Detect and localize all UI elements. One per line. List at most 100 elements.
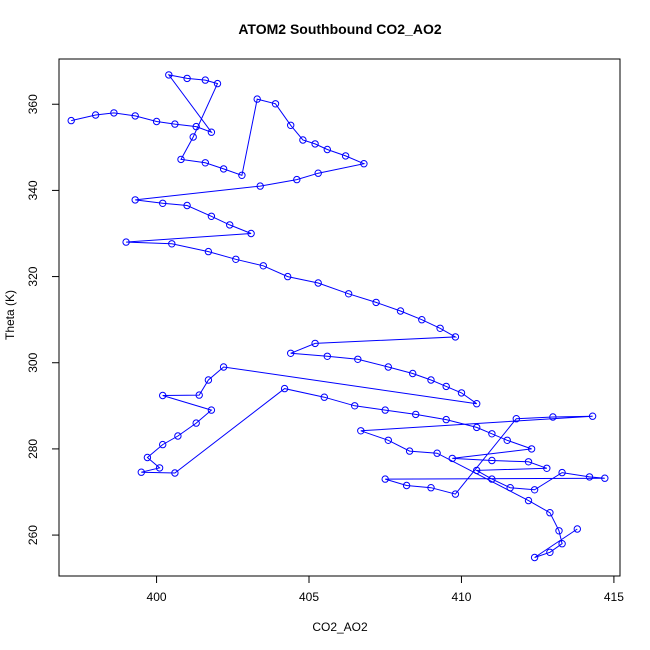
data-point: [177, 155, 185, 164]
data-point: [67, 116, 75, 125]
data-point: [341, 152, 350, 160]
chart-title: ATOM2 Southbound CO2_AO2: [238, 21, 441, 37]
data-point: [530, 553, 539, 562]
data-point: [558, 468, 566, 477]
data-point: [527, 445, 536, 453]
data-point: [204, 247, 213, 256]
data-point: [323, 145, 331, 154]
data-point: [412, 410, 420, 419]
data-point: [530, 486, 539, 494]
data-point: [524, 458, 533, 466]
data-point: [488, 456, 496, 465]
data-point: [311, 140, 319, 148]
data-point: [448, 454, 456, 463]
data-point: [287, 121, 295, 130]
y-tick-label: 300: [26, 352, 40, 372]
data-point: [232, 255, 240, 263]
data-point: [183, 201, 191, 210]
data-point: [433, 449, 441, 457]
data-point: [256, 182, 264, 190]
data-point: [451, 333, 460, 341]
data-point: [351, 402, 359, 410]
data-point: [558, 540, 566, 548]
data-point: [165, 71, 173, 79]
data-point: [585, 473, 594, 481]
x-axis-label: CO2_AO2: [312, 620, 368, 634]
data-point: [192, 122, 200, 131]
data-point: [293, 175, 301, 184]
data-point: [360, 160, 368, 168]
x-tick-label: 410: [451, 590, 471, 604]
data-point: [555, 527, 563, 535]
y-tick-label: 340: [26, 180, 40, 200]
data-point: [354, 355, 362, 363]
x-tick-label: 405: [299, 590, 319, 604]
data-point: [131, 112, 139, 120]
data-point: [503, 436, 511, 444]
data-point: [159, 199, 167, 208]
data-point: [201, 76, 210, 84]
y-axis: 260 280 300 320 340 360: [26, 94, 60, 545]
data-point: [442, 415, 450, 424]
data-point: [195, 391, 203, 399]
data-point: [323, 352, 331, 360]
data-point: [457, 389, 466, 397]
y-axis-label: Theta (K): [3, 290, 17, 340]
data-point: [189, 133, 197, 141]
data-point: [143, 453, 152, 462]
data-point: [155, 464, 164, 472]
data-point: [314, 169, 322, 177]
data-point: [311, 339, 319, 348]
data-point: [183, 74, 191, 83]
data-point: [299, 136, 307, 144]
data-point: [137, 468, 146, 476]
data-point: [131, 196, 139, 204]
data-point: [344, 290, 353, 298]
data-point: [451, 490, 460, 498]
data-point: [284, 272, 292, 281]
data-point: [247, 229, 255, 238]
data-point: [204, 376, 213, 384]
data-point: [159, 440, 167, 449]
data-point: [122, 238, 130, 246]
data-point: [271, 100, 280, 108]
data-point: [226, 221, 234, 229]
data-point: [427, 376, 435, 384]
data-point: [110, 109, 118, 117]
series-line: [71, 74, 605, 558]
data-point: [384, 363, 392, 371]
series-path: [71, 74, 605, 558]
data-point: [253, 95, 261, 103]
data-point: [473, 466, 481, 475]
x-axis: 400 405 410 415: [147, 575, 624, 604]
data-point: [280, 384, 289, 393]
series-points: [67, 71, 609, 562]
data-point: [219, 165, 228, 173]
data-point: [473, 400, 481, 408]
data-point: [320, 393, 328, 401]
data-point: [573, 525, 581, 533]
y-tick-label: 360: [26, 94, 40, 114]
x-tick-label: 415: [604, 590, 624, 604]
data-point: [159, 391, 167, 400]
data-point: [207, 212, 216, 221]
x-tick-label: 400: [147, 590, 167, 604]
data-point: [259, 262, 267, 270]
data-point: [488, 430, 496, 438]
data-point: [213, 79, 222, 88]
data-point: [442, 382, 450, 391]
data-point: [436, 324, 444, 332]
data-point: [488, 475, 496, 483]
data-point: [381, 406, 389, 414]
data-point: [207, 128, 216, 136]
data-point: [546, 509, 554, 517]
data-point: [409, 369, 417, 378]
data-point: [314, 279, 322, 287]
data-point: [543, 464, 551, 472]
data-point: [524, 496, 533, 505]
data-point: [384, 436, 392, 444]
data-point: [549, 413, 557, 421]
data-point: [418, 316, 426, 324]
y-tick-label: 320: [26, 266, 40, 286]
